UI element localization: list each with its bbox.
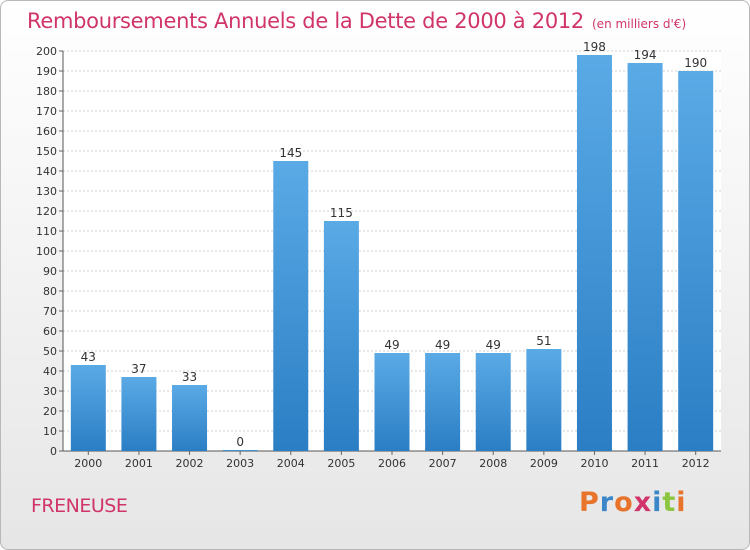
bar-value-label: 51 xyxy=(536,334,551,348)
x-tick-label: 2002 xyxy=(176,457,204,470)
y-tick-label: 50 xyxy=(43,345,57,358)
x-tick-label: 2005 xyxy=(327,457,355,470)
bar xyxy=(222,450,258,451)
y-tick-label: 190 xyxy=(36,65,57,78)
chart-unit: (en milliers d'€) xyxy=(592,17,687,31)
bar xyxy=(475,353,511,451)
bar xyxy=(526,349,562,451)
bar-value-label: 33 xyxy=(182,370,197,384)
bar xyxy=(273,161,309,451)
bar-value-label: 43 xyxy=(81,350,96,364)
y-tick-label: 60 xyxy=(43,325,57,338)
proxiti-logo: Proxiti xyxy=(579,487,687,518)
bar-value-label: 190 xyxy=(684,56,707,70)
y-tick-label: 90 xyxy=(43,265,57,278)
bar xyxy=(70,365,106,451)
y-tick-label: 110 xyxy=(36,225,57,238)
x-tick-label: 2012 xyxy=(682,457,710,470)
bar-value-label: 0 xyxy=(236,435,244,449)
y-tick-label: 160 xyxy=(36,125,57,138)
y-tick-label: 150 xyxy=(36,145,57,158)
bar-value-label: 145 xyxy=(279,146,302,160)
x-tick-label: 2011 xyxy=(631,457,659,470)
logo-letter: x xyxy=(633,487,653,518)
bar xyxy=(374,353,410,451)
y-tick-label: 80 xyxy=(43,285,57,298)
y-tick-label: 0 xyxy=(50,445,57,458)
logo-letter: t xyxy=(662,487,677,518)
y-tick-label: 130 xyxy=(36,185,57,198)
y-tick-label: 30 xyxy=(43,385,57,398)
y-tick-label: 70 xyxy=(43,305,57,318)
bar-value-label: 49 xyxy=(384,338,399,352)
x-tick-label: 2001 xyxy=(125,457,153,470)
bar xyxy=(323,221,359,451)
bar-value-label: 194 xyxy=(634,48,657,62)
chart-title: Remboursements Annuels de la Dette de 20… xyxy=(27,9,584,33)
x-tick-label: 2008 xyxy=(479,457,507,470)
y-tick-label: 100 xyxy=(36,245,57,258)
commune-name: FRENEUSE xyxy=(31,495,128,517)
y-tick-label: 180 xyxy=(36,85,57,98)
bar-value-label: 49 xyxy=(486,338,501,352)
logo-letter: o xyxy=(614,487,634,518)
logo-letter: P xyxy=(579,487,600,518)
bar-value-label: 49 xyxy=(435,338,450,352)
x-tick-label: 2009 xyxy=(530,457,558,470)
y-tick-label: 170 xyxy=(36,105,57,118)
bar xyxy=(425,353,461,451)
x-tick-label: 2003 xyxy=(226,457,254,470)
bar xyxy=(172,385,208,451)
bar-value-label: 115 xyxy=(330,206,353,220)
x-tick-label: 2000 xyxy=(74,457,102,470)
x-tick-label: 2006 xyxy=(378,457,406,470)
bar xyxy=(678,71,714,451)
bar xyxy=(121,377,157,451)
logo-letter: i xyxy=(652,487,663,518)
y-tick-label: 200 xyxy=(36,45,57,58)
bar-value-label: 198 xyxy=(583,40,606,54)
logo-letter: i xyxy=(676,487,687,518)
y-tick-label: 10 xyxy=(43,425,57,438)
logo-letter: r xyxy=(599,487,615,518)
x-tick-label: 2004 xyxy=(277,457,305,470)
y-tick-label: 20 xyxy=(43,405,57,418)
y-tick-label: 140 xyxy=(36,165,57,178)
x-tick-label: 2010 xyxy=(580,457,608,470)
bar xyxy=(627,63,663,451)
y-tick-label: 40 xyxy=(43,365,57,378)
bar-value-label: 37 xyxy=(131,362,146,376)
y-tick-label: 120 xyxy=(36,205,57,218)
x-tick-label: 2007 xyxy=(429,457,457,470)
bar xyxy=(576,55,612,451)
chart-title-block: Remboursements Annuels de la Dette de 20… xyxy=(27,9,686,33)
